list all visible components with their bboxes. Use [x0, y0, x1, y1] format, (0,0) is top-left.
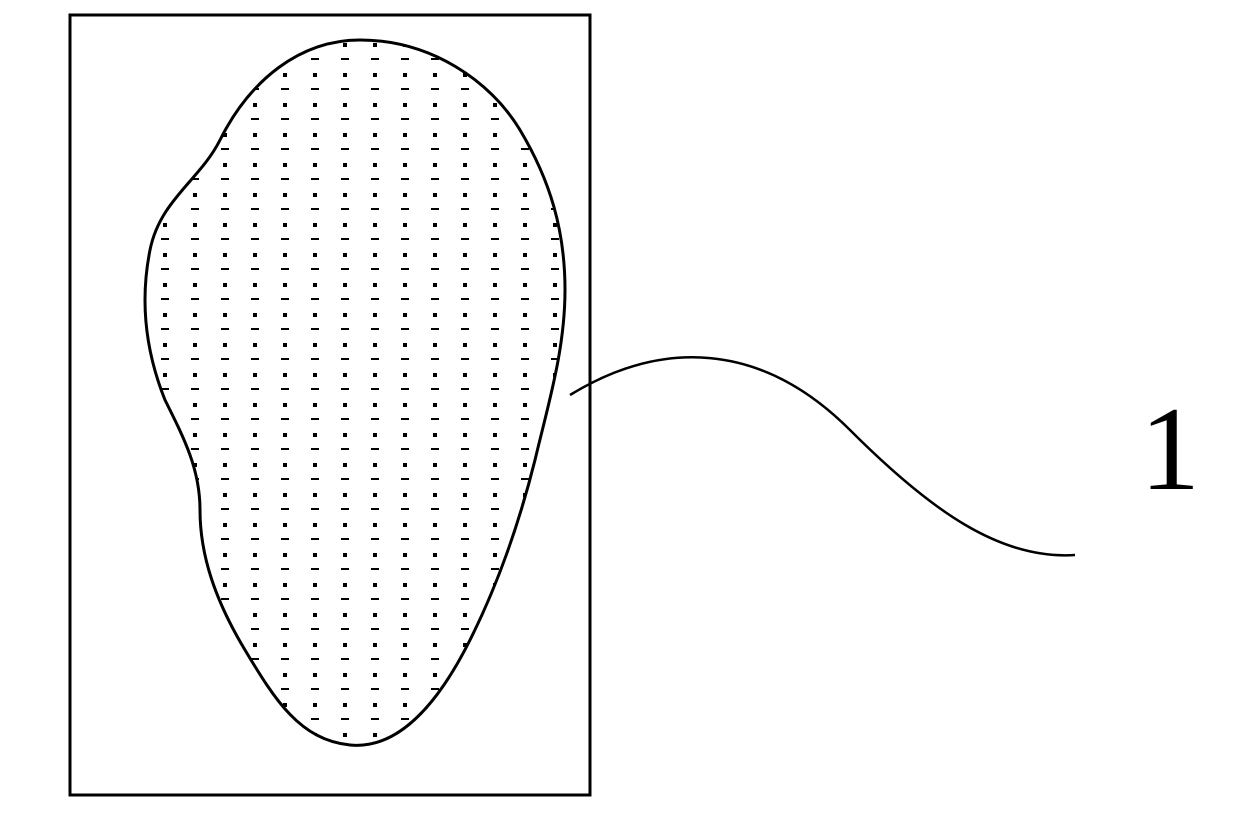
patent-diagram: 1 [0, 0, 1240, 809]
diagram-svg [0, 0, 1240, 809]
blob-shape [145, 40, 565, 745]
leader-line [570, 357, 1075, 555]
reference-label-1: 1 [1140, 380, 1200, 518]
